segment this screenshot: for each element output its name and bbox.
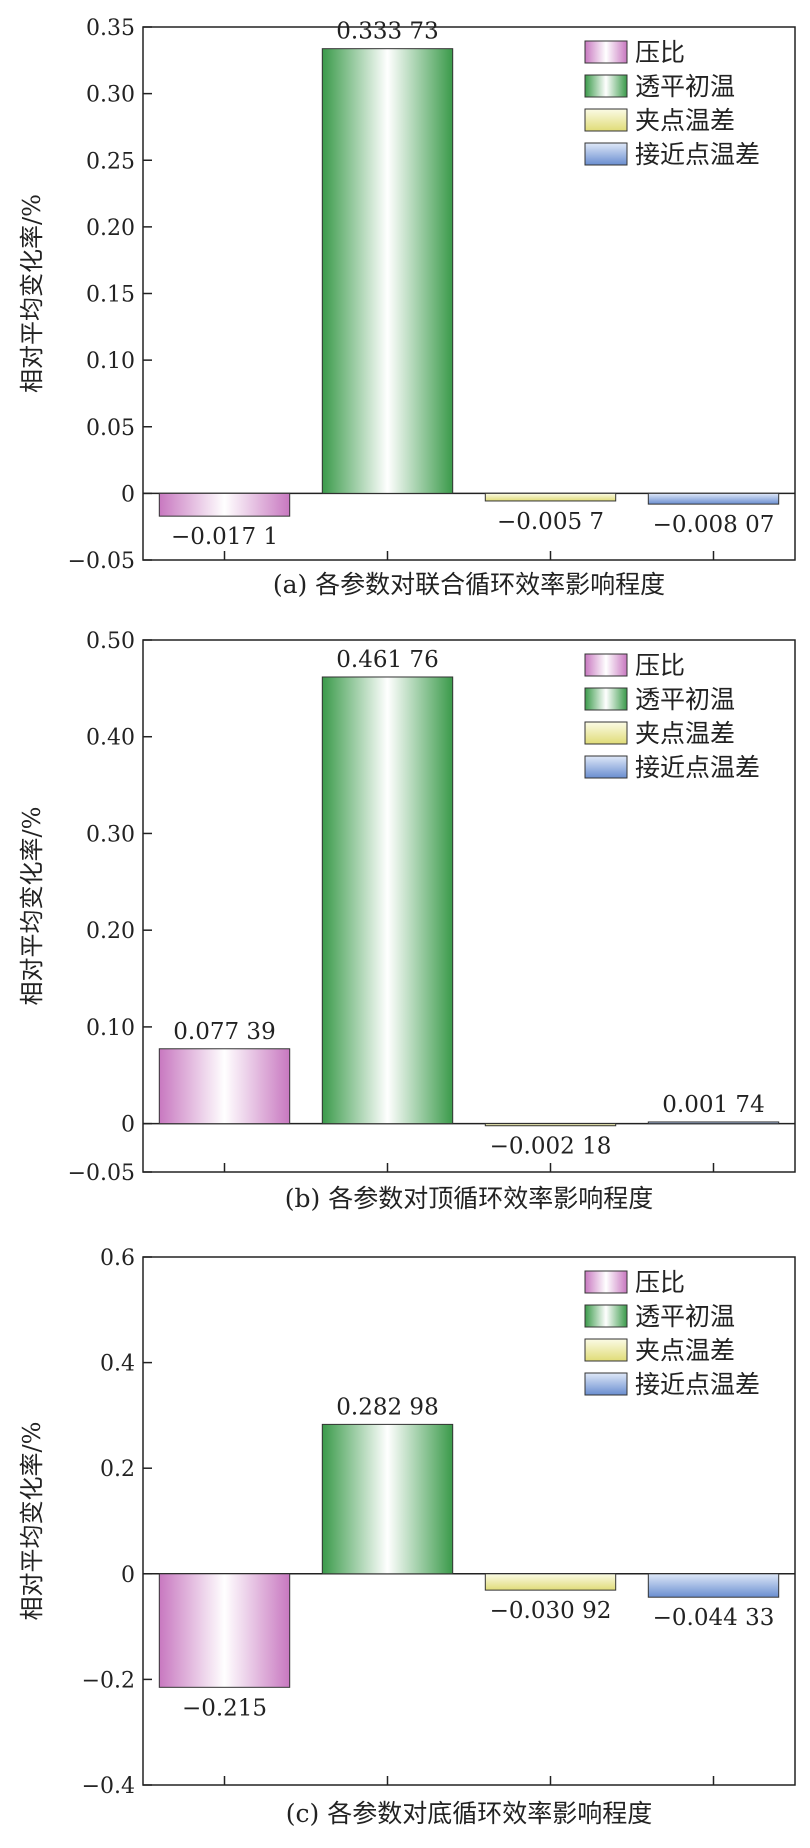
chart2-value-label-2: 0.461 76	[336, 647, 438, 673]
chart1-legend-swatch-2	[584, 74, 628, 98]
chart1-bar-1	[158, 492, 291, 517]
chart2-legend-swatch-1	[584, 653, 628, 677]
chart1-legend-swatch-1	[584, 40, 628, 64]
chart3-y-tick-label: 0.6	[100, 1246, 135, 1271]
chart1-y-tick-label: 0.05	[86, 416, 135, 441]
chart3-y-tick-label: −0.4	[82, 1774, 135, 1799]
chart2-y-tick-label: −0.05	[68, 1161, 135, 1186]
chart3-value-label-4: −0.044 33	[653, 1605, 775, 1631]
chart1-caption: (a) 各参数对联合循环效率影响程度	[273, 570, 665, 599]
chart1-y-tick-label: −0.05	[68, 549, 135, 574]
chart2-bar-4	[647, 1121, 780, 1125]
chart2-bar-3	[484, 1123, 617, 1127]
chart3-bar-1	[158, 1573, 291, 1688]
chart1-y-tick-label: 0.35	[86, 16, 135, 41]
chart2-legend-label-3: 夹点温差	[635, 719, 735, 748]
chart1-bar-3	[484, 492, 617, 502]
chart3-plot-frame	[142, 1256, 796, 1786]
chart3-legend-swatch-4	[584, 1372, 628, 1396]
chart1-value-label-3: −0.005 7	[497, 509, 604, 535]
chart1-legend-label-1: 压比	[635, 38, 685, 67]
chart2-value-label-1: 0.077 39	[173, 1019, 275, 1045]
chart1-y-tick-label: 0.30	[86, 83, 135, 108]
chart3-y-tick-label: 0.4	[100, 1352, 135, 1377]
chart1-y-axis-label: 相对平均变化率/%	[18, 194, 46, 393]
chart1-bar-4	[647, 492, 780, 505]
chart2-caption: (b) 各参数对顶循环效率影响程度	[285, 1184, 653, 1213]
chart1-y-tick-label: 0	[121, 482, 135, 507]
chart2-y-tick-label: 0	[121, 1113, 135, 1138]
chart1-legend-label-2: 透平初温	[635, 72, 735, 101]
chart1-y-tick-label: 0.20	[86, 216, 135, 241]
chart2-legend-swatch-2	[584, 687, 628, 711]
chart2-y-tick-label: 0.20	[86, 919, 135, 944]
chart3-bar-2	[321, 1423, 454, 1575]
chart1-y-tick-label: 0.25	[86, 149, 135, 174]
chart1-value-label-4: −0.008 07	[653, 512, 775, 538]
chart2-y-tick-label: 0.10	[86, 1016, 135, 1041]
chart1-legend-label-4: 接近点温差	[635, 140, 760, 169]
chart3-caption: (c) 各参数对底循环效率影响程度	[286, 1799, 652, 1828]
chart1-legend-swatch-4	[584, 142, 628, 166]
chart3-value-label-1: −0.215	[182, 1695, 267, 1721]
chart1-value-label-1: −0.017 1	[171, 524, 278, 550]
chart3-legend-swatch-2	[584, 1304, 628, 1328]
chart3-legend-label-2: 透平初温	[635, 1302, 735, 1331]
chart3-bar-3	[484, 1573, 617, 1591]
chart2-plot-frame	[142, 639, 796, 1173]
chart2-y-tick-label: 0.50	[86, 629, 135, 654]
chart3-legend-label-3: 夹点温差	[635, 1336, 735, 1365]
chart3-y-tick-label: 0.2	[100, 1457, 135, 1482]
chart2-y-axis-label: 相对平均变化率/%	[18, 807, 46, 1006]
chart3-legend-swatch-1	[584, 1270, 628, 1294]
chart3-legend-label-1: 压比	[635, 1268, 685, 1297]
chart2-bar-1	[158, 1048, 291, 1125]
chart2-y-tick-label: 0.30	[86, 822, 135, 847]
chart3-bar-4	[647, 1573, 780, 1598]
chart3-y-tick-label: −0.2	[82, 1668, 135, 1693]
chart1-bar-2	[321, 48, 454, 494]
chart3-value-label-2: 0.282 98	[336, 1394, 438, 1420]
chart2-legend-label-2: 透平初温	[635, 685, 735, 714]
chart1-value-label-2: 0.333 73	[336, 19, 438, 45]
chart2-value-label-4: 0.001 74	[662, 1092, 764, 1118]
chart3-y-tick-label: 0	[121, 1563, 135, 1588]
chart3-legend-label-4: 接近点温差	[635, 1370, 760, 1399]
chart2-y-tick-label: 0.40	[86, 726, 135, 751]
chart2-bar-2	[321, 676, 454, 1125]
chart1-y-tick-label: 0.15	[86, 283, 135, 308]
chart2-legend-swatch-3	[584, 721, 628, 745]
chart1-y-tick-label: 0.10	[86, 349, 135, 374]
chart3-value-label-3: −0.030 92	[490, 1598, 612, 1624]
chart2-value-label-3: −0.002 18	[490, 1134, 612, 1160]
chart2-legend-swatch-4	[584, 755, 628, 779]
chart3-legend-swatch-3	[584, 1338, 628, 1362]
chart2-legend-label-1: 压比	[635, 651, 685, 680]
chart1-legend-swatch-3	[584, 108, 628, 132]
chart1-legend-label-3: 夹点温差	[635, 106, 735, 135]
chart2-legend-label-4: 接近点温差	[635, 753, 760, 782]
chart3-y-axis-label: 相对平均变化率/%	[18, 1422, 46, 1621]
